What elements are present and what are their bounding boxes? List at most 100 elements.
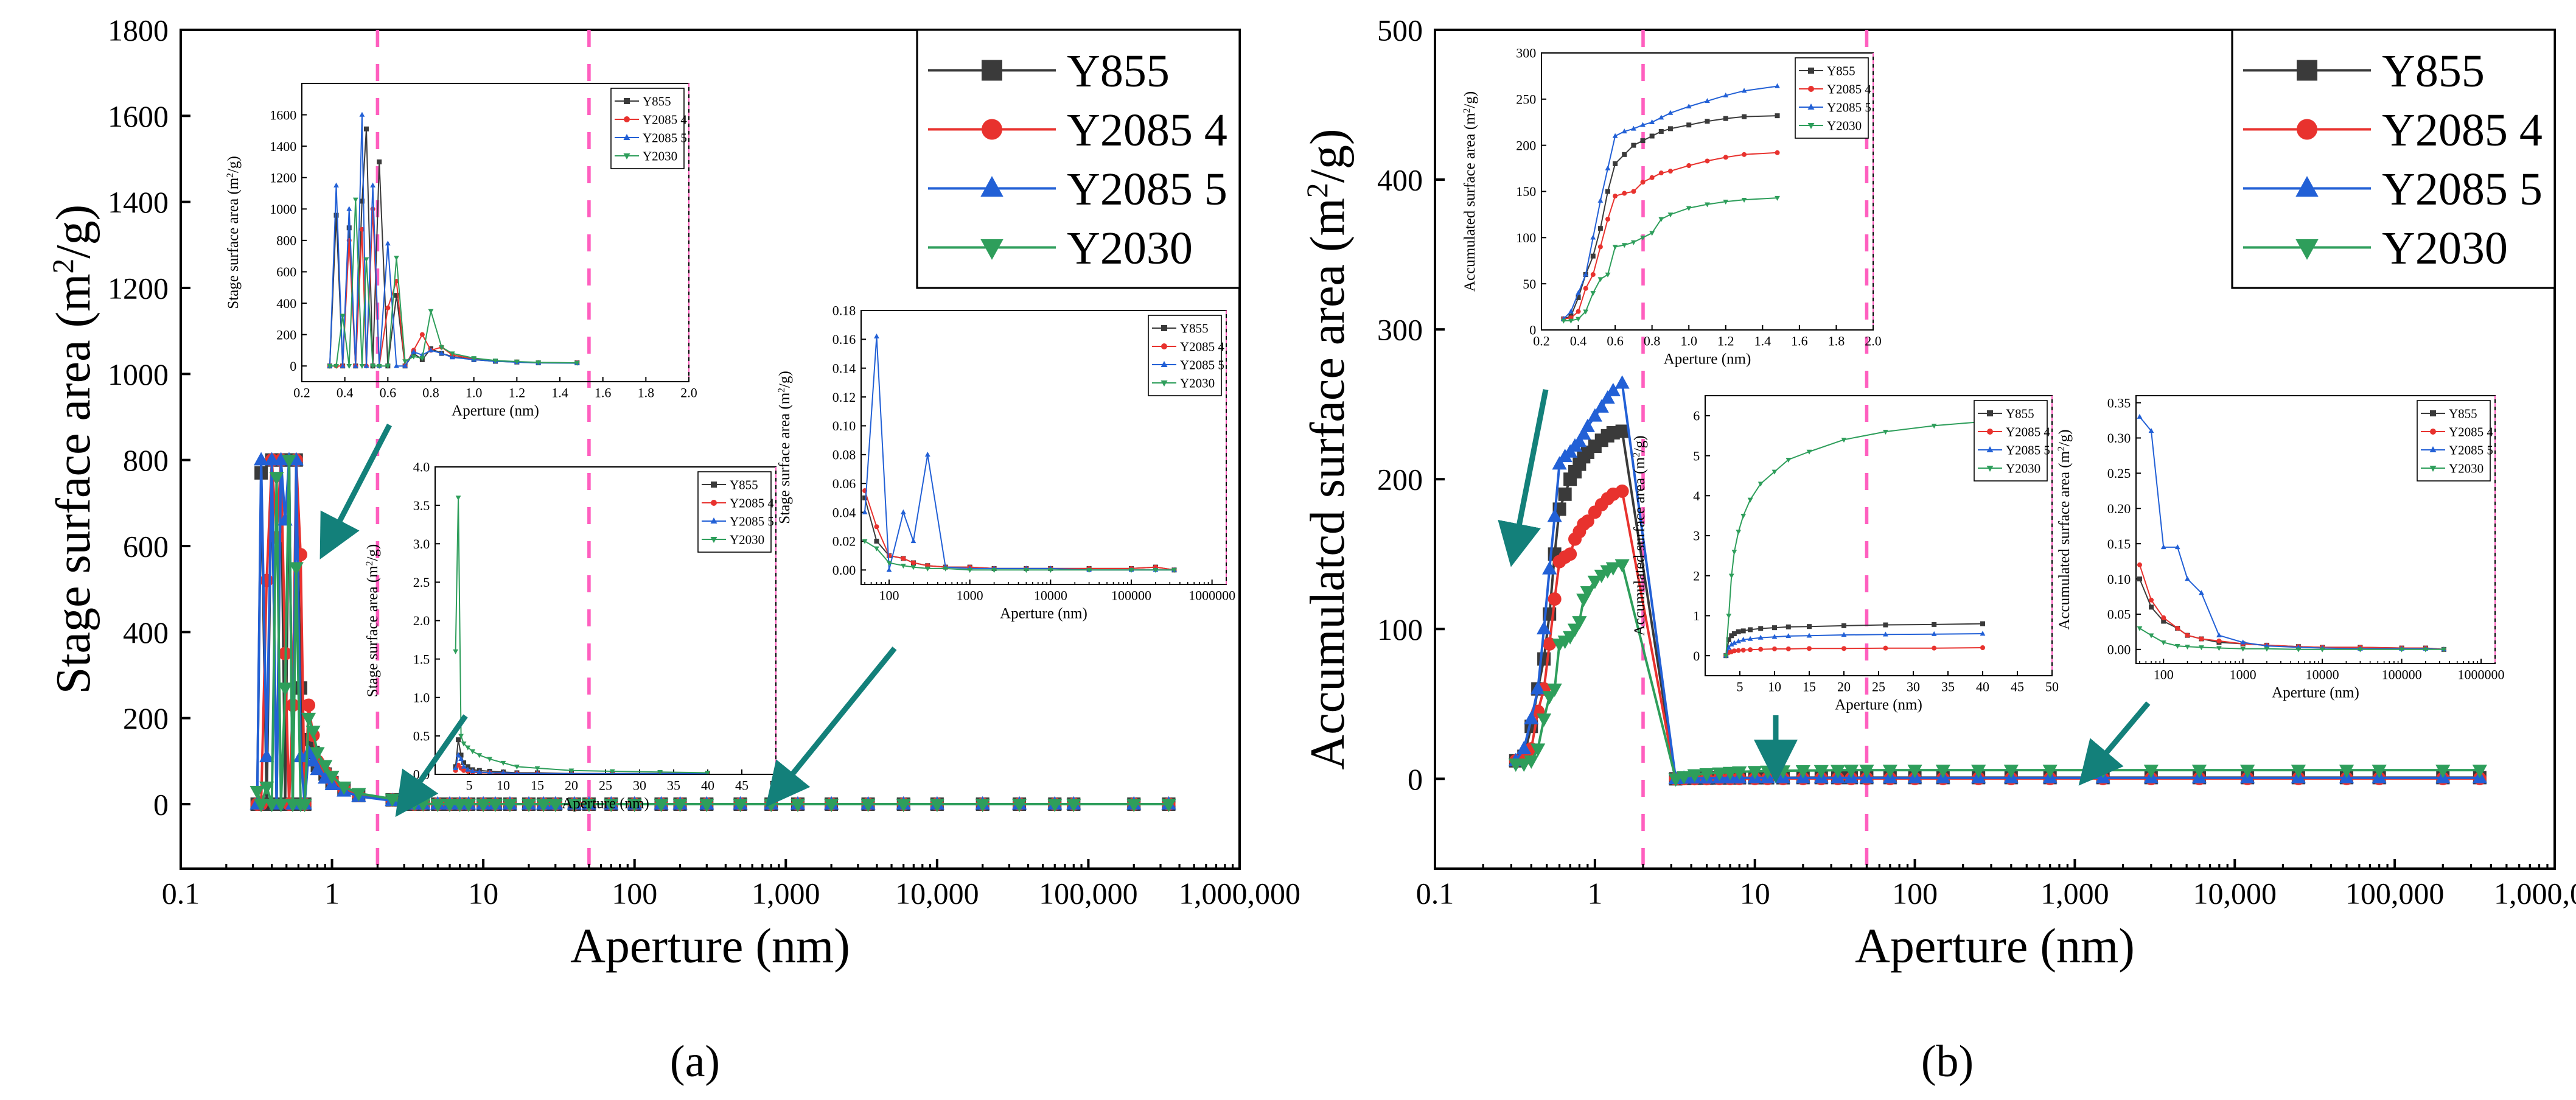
panel-b-inset-2-data-point xyxy=(1841,632,1847,637)
panel-a-inset-3-data-point xyxy=(862,495,868,500)
panel-b-inset-1-y-axis-label-sup: 2 xyxy=(1462,108,1472,113)
panel-b-inset-1-data-point xyxy=(1686,163,1692,169)
panel-a-main-y-tick-label: 1000 xyxy=(108,357,169,391)
panel-a-main-data-point xyxy=(281,454,297,468)
panel-a-inset-1-y-axis-label: Stage surface area (m2/g) xyxy=(225,156,242,309)
panel-b-inset-1-data-point xyxy=(1667,110,1674,115)
panel-b-inset-1-data-point xyxy=(1613,194,1618,199)
panel-b-inset-3-legend-marker xyxy=(2429,446,2437,452)
panel-a-inset-1-y-tick-label: 200 xyxy=(276,327,296,342)
panel-a-main-legend-label: Y2030 xyxy=(1067,223,1193,274)
panel-a-inset-3-data-point xyxy=(1153,568,1159,573)
panel-b-main-data-point xyxy=(1605,562,1621,576)
panel-a-inset-3-data-point xyxy=(910,565,916,570)
panel-a-inset-3-data-point xyxy=(862,509,868,514)
panel-b-inset-2-data-point xyxy=(1731,648,1737,654)
panel-b-caption: (b) xyxy=(1921,1037,1974,1087)
panel-b-inset-3-x-tick-label: 100000 xyxy=(2382,667,2422,682)
panel-b-inset-3-data-point xyxy=(2149,604,2154,610)
panel-b-inset-1-data-point xyxy=(1560,318,1566,324)
panel-a-inset-3-data-point xyxy=(874,524,879,530)
panel-a-main-data-point xyxy=(567,799,582,813)
panel-a-inset-1-x-tick-label: 0.8 xyxy=(422,385,439,400)
panel-b-inset-1-data-point xyxy=(1658,170,1664,176)
panel-b-inset-2-series-group xyxy=(1723,419,1986,659)
panel-a-inset-2-data-point xyxy=(461,768,467,773)
panel-b-inset-3-y-tick-label: 0.20 xyxy=(2107,501,2131,516)
panel-a-inset-3-y-axis-label: Stage surface area (m2/g) xyxy=(777,371,794,524)
panel-a-main-data-point xyxy=(442,799,458,813)
panel-b-main-data-point xyxy=(1935,765,1950,779)
panel-a-inset-1-x-tick-label: 1.6 xyxy=(595,385,612,400)
panel-a-inset-3-y-tick-label: 0.06 xyxy=(832,476,856,491)
panel-a-inset-3-y-axis-label-part: Stage surface area (m xyxy=(777,392,793,524)
panel-b-inset-1-y-tick-label: 300 xyxy=(1516,46,1536,61)
panel-a-main-data-point xyxy=(1161,799,1176,813)
panel-a-inset-2-data-point xyxy=(515,770,519,774)
panel-b-main-data-point xyxy=(1563,547,1577,561)
panel-a-inset-3-y-tick-label: 0.00 xyxy=(832,562,856,578)
panel-a-inset-1-data-point xyxy=(419,352,425,357)
panel-b-inset-1-data-point xyxy=(1583,286,1588,291)
panel-b-main-legend-marker xyxy=(2297,60,2317,81)
panel-a-inset-1-legend-marker xyxy=(624,116,630,122)
panel-a-inset-2-data-point xyxy=(500,760,506,766)
panel-b-inset-1-data-point xyxy=(1705,98,1710,103)
panel-a-main-data-point xyxy=(1126,799,1142,813)
panel-a-inset-1-data-point xyxy=(402,359,408,365)
panel-b-inset-1-legend-label: Y855 xyxy=(1827,63,1855,78)
panel-b-inset-2-data-point xyxy=(1883,429,1888,435)
panel-a-main-y-axis-label-part: /g) xyxy=(47,205,100,259)
panel-b-inset-2-legend-marker xyxy=(1986,446,1994,452)
panel-a-inset-2-y-tick-label: 3.5 xyxy=(413,498,430,513)
panel-a-inset-2-data-point xyxy=(534,766,540,771)
panel-a-main-x-tick-label: 100 xyxy=(612,877,657,911)
panel-b-inset-1-y-axis-label: Accumulated surface area (m2/g) xyxy=(1462,91,1479,292)
panel-b-main-x-tick-label: 10 xyxy=(1740,877,1770,911)
panel-a-inset-1-x-tick-label: 2.0 xyxy=(680,385,697,400)
panel-b-main-y-tick-label: 400 xyxy=(1377,163,1423,197)
panel-a-main-data-point xyxy=(351,788,366,802)
panel-a-inset-2-y-tick-label: 0.5 xyxy=(413,729,430,744)
panel-b-inset-3-data-point xyxy=(2149,597,2154,603)
panel-b-inset-2-data-point xyxy=(1841,438,1847,443)
panel-a-inset-1-chart: 0.2 0.4 0.6 0.8 1.0 1.2 1.4 1.6 1.8 2.0 0 200 400 600… xyxy=(225,83,697,419)
panel-b-main-data-point xyxy=(1531,681,1546,695)
panel-a-inset-1-data-point xyxy=(346,364,352,370)
panel-a-inset-3-plot-frame xyxy=(860,310,1227,585)
panel-a-main-y-tick-label: 1800 xyxy=(108,13,169,47)
panel-a-inset-2-legend-marker xyxy=(711,482,717,488)
panel-b-inset-1-data-point xyxy=(1568,308,1574,314)
panel-b-inset-2-data-point xyxy=(1726,614,1732,619)
panel-a-main-data-point xyxy=(896,799,911,813)
panel-b-inset-1-y-tick-label: 250 xyxy=(1516,92,1536,107)
panel-a-inset-3-x-tick-label: 100 xyxy=(879,587,899,603)
panel-a-main-y-tick-label: 200 xyxy=(123,701,169,735)
panel-b-inset-3-data-point xyxy=(2216,646,2222,651)
panel-a-inset-2-data-point xyxy=(476,753,483,758)
panel-b-inset-1-data-point xyxy=(1568,318,1574,324)
panel-a-inset-1-y-tick-label: 800 xyxy=(276,233,296,248)
panel-b-inset-2-data-point xyxy=(1736,530,1742,535)
panel-a-inset-3-y-axis-label-part: /g) xyxy=(777,371,793,388)
panel-b-main-data-point xyxy=(2339,765,2354,779)
panel-b-inset-1-data-point xyxy=(1605,165,1611,170)
panel-b-inset-2-x-tick-label: 40 xyxy=(1976,679,1989,694)
panel-a-inset-3-legend-marker xyxy=(1161,380,1168,387)
panel-a-main-data-point xyxy=(502,799,518,813)
panel-a-main-y-tick-label: 1200 xyxy=(108,271,169,306)
panel-a-inset-2-data-point xyxy=(476,769,483,774)
panel-a-main-data-point xyxy=(1011,799,1027,813)
panel-b-main-y-axis-label-part: /g) xyxy=(1301,128,1355,183)
panel-b-inset-2-x-tick-label: 15 xyxy=(1803,679,1816,694)
panel-b-inset-2-y-tick-label: 0 xyxy=(1693,648,1700,664)
panel-b-inset-2-x-tick-label: 20 xyxy=(1837,679,1851,694)
panel-b-inset-1-data-point xyxy=(1583,309,1589,315)
panel-b-inset-1-data-point xyxy=(1621,128,1627,134)
panel-a-inset-2-data-point xyxy=(609,769,615,774)
panel-a-inset-3-y-tick-label: 0.02 xyxy=(832,534,856,549)
panel-a-inset-2-data-point xyxy=(458,755,464,761)
panel-a-inset-1-x-tick-label: 0.4 xyxy=(337,385,354,400)
panel-a-inset-1-data-point xyxy=(359,111,365,117)
panel-a-inset-1-data-point xyxy=(370,364,375,370)
